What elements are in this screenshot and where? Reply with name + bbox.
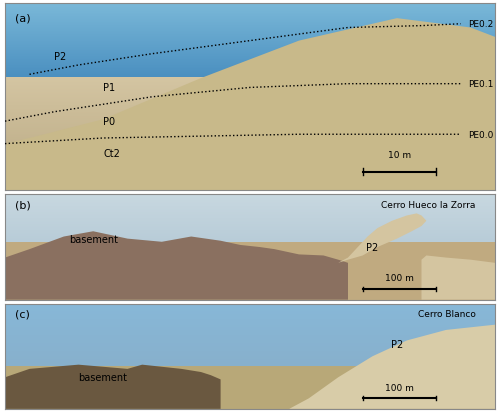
Text: basement: basement [68, 234, 117, 244]
Polygon shape [5, 19, 495, 191]
Text: 100 m: 100 m [385, 273, 414, 282]
Text: PE0.0: PE0.0 [468, 131, 493, 140]
Text: basement: basement [78, 373, 128, 382]
Text: P2: P2 [366, 242, 378, 252]
Polygon shape [5, 232, 348, 300]
Polygon shape [338, 214, 426, 300]
Text: P0: P0 [103, 117, 115, 127]
Text: 10 m: 10 m [388, 150, 411, 159]
Text: Cerro Hueco la Zorra: Cerro Hueco la Zorra [381, 200, 476, 209]
Text: (b): (b) [15, 200, 30, 210]
Polygon shape [5, 365, 220, 409]
Text: P1: P1 [103, 83, 115, 93]
Text: Ct2: Ct2 [103, 149, 120, 159]
Text: (c): (c) [15, 309, 30, 319]
Text: P2: P2 [391, 339, 403, 349]
Text: PE0.1: PE0.1 [468, 80, 493, 89]
Text: 100 m: 100 m [385, 383, 414, 392]
Text: P2: P2 [54, 52, 66, 62]
Text: PE0.2: PE0.2 [468, 20, 493, 29]
Text: (a): (a) [15, 14, 30, 24]
Text: Cerro Blanco: Cerro Blanco [418, 309, 476, 318]
Polygon shape [422, 256, 495, 300]
Polygon shape [289, 325, 495, 409]
